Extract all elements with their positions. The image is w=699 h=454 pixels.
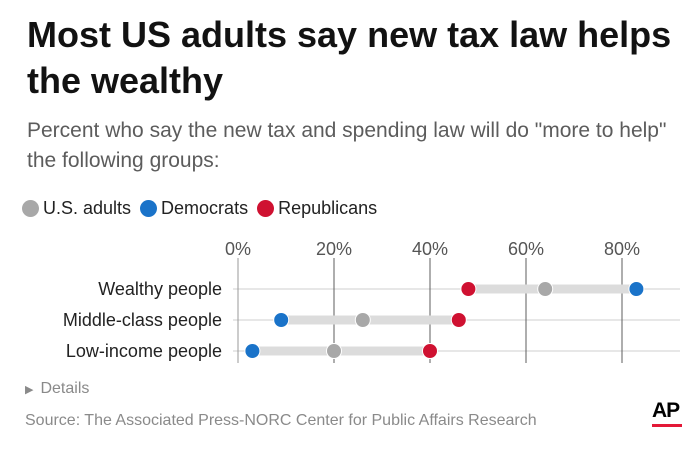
data-point — [273, 312, 290, 328]
legend-label-republicans: Republicans — [278, 197, 378, 218]
legend-item-republicans: Republicans — [257, 198, 377, 219]
legend: U.S. adults Democrats Republicans — [22, 196, 386, 220]
data-point — [537, 281, 554, 297]
data-point — [244, 343, 261, 359]
data-point — [628, 281, 645, 297]
data-point — [450, 312, 467, 328]
legend-item-us-adults: U.S. adults — [22, 198, 131, 219]
ap-logo: AP — [652, 400, 682, 428]
ap-logo-text: AP — [652, 399, 680, 422]
chart-title: Most US adults say new tax law helps the… — [27, 14, 672, 101]
details-label: Details — [40, 380, 90, 397]
triangle-right-icon: ▶ — [25, 383, 34, 396]
data-point — [460, 281, 477, 297]
details-toggle[interactable]: ▶ Details — [25, 380, 89, 398]
legend-swatch-democrats — [140, 199, 158, 217]
legend-swatch-us-adults — [22, 199, 39, 217]
category-label: Low-income people — [66, 341, 222, 361]
legend-item-democrats: Democrats — [140, 198, 248, 219]
x-tick-label: 40% — [412, 239, 448, 259]
category-label: Middle-class people — [63, 310, 222, 330]
x-tick-label: 60% — [508, 239, 544, 259]
legend-swatch-republicans — [257, 199, 275, 217]
source-note: Source: The Associated Press-NORC Center… — [25, 412, 537, 429]
data-point — [354, 312, 371, 328]
data-point — [422, 343, 438, 359]
x-tick-label: 20% — [316, 239, 352, 259]
category-label: Wealthy people — [98, 279, 222, 299]
legend-label-us-adults: U.S. adults — [43, 197, 132, 218]
data-point — [326, 343, 342, 359]
ap-logo-bar — [652, 424, 682, 427]
dot-plot: 0% 20% 40% 60% 80% Wealthy people Middle-class… — [63, 239, 680, 363]
chart-subtitle: Percent who say the new tax and spending… — [27, 119, 667, 172]
legend-label-democrats: Democrats — [161, 197, 249, 218]
x-tick-label: 80% — [604, 239, 640, 259]
x-tick-label: 0% — [225, 239, 251, 259]
